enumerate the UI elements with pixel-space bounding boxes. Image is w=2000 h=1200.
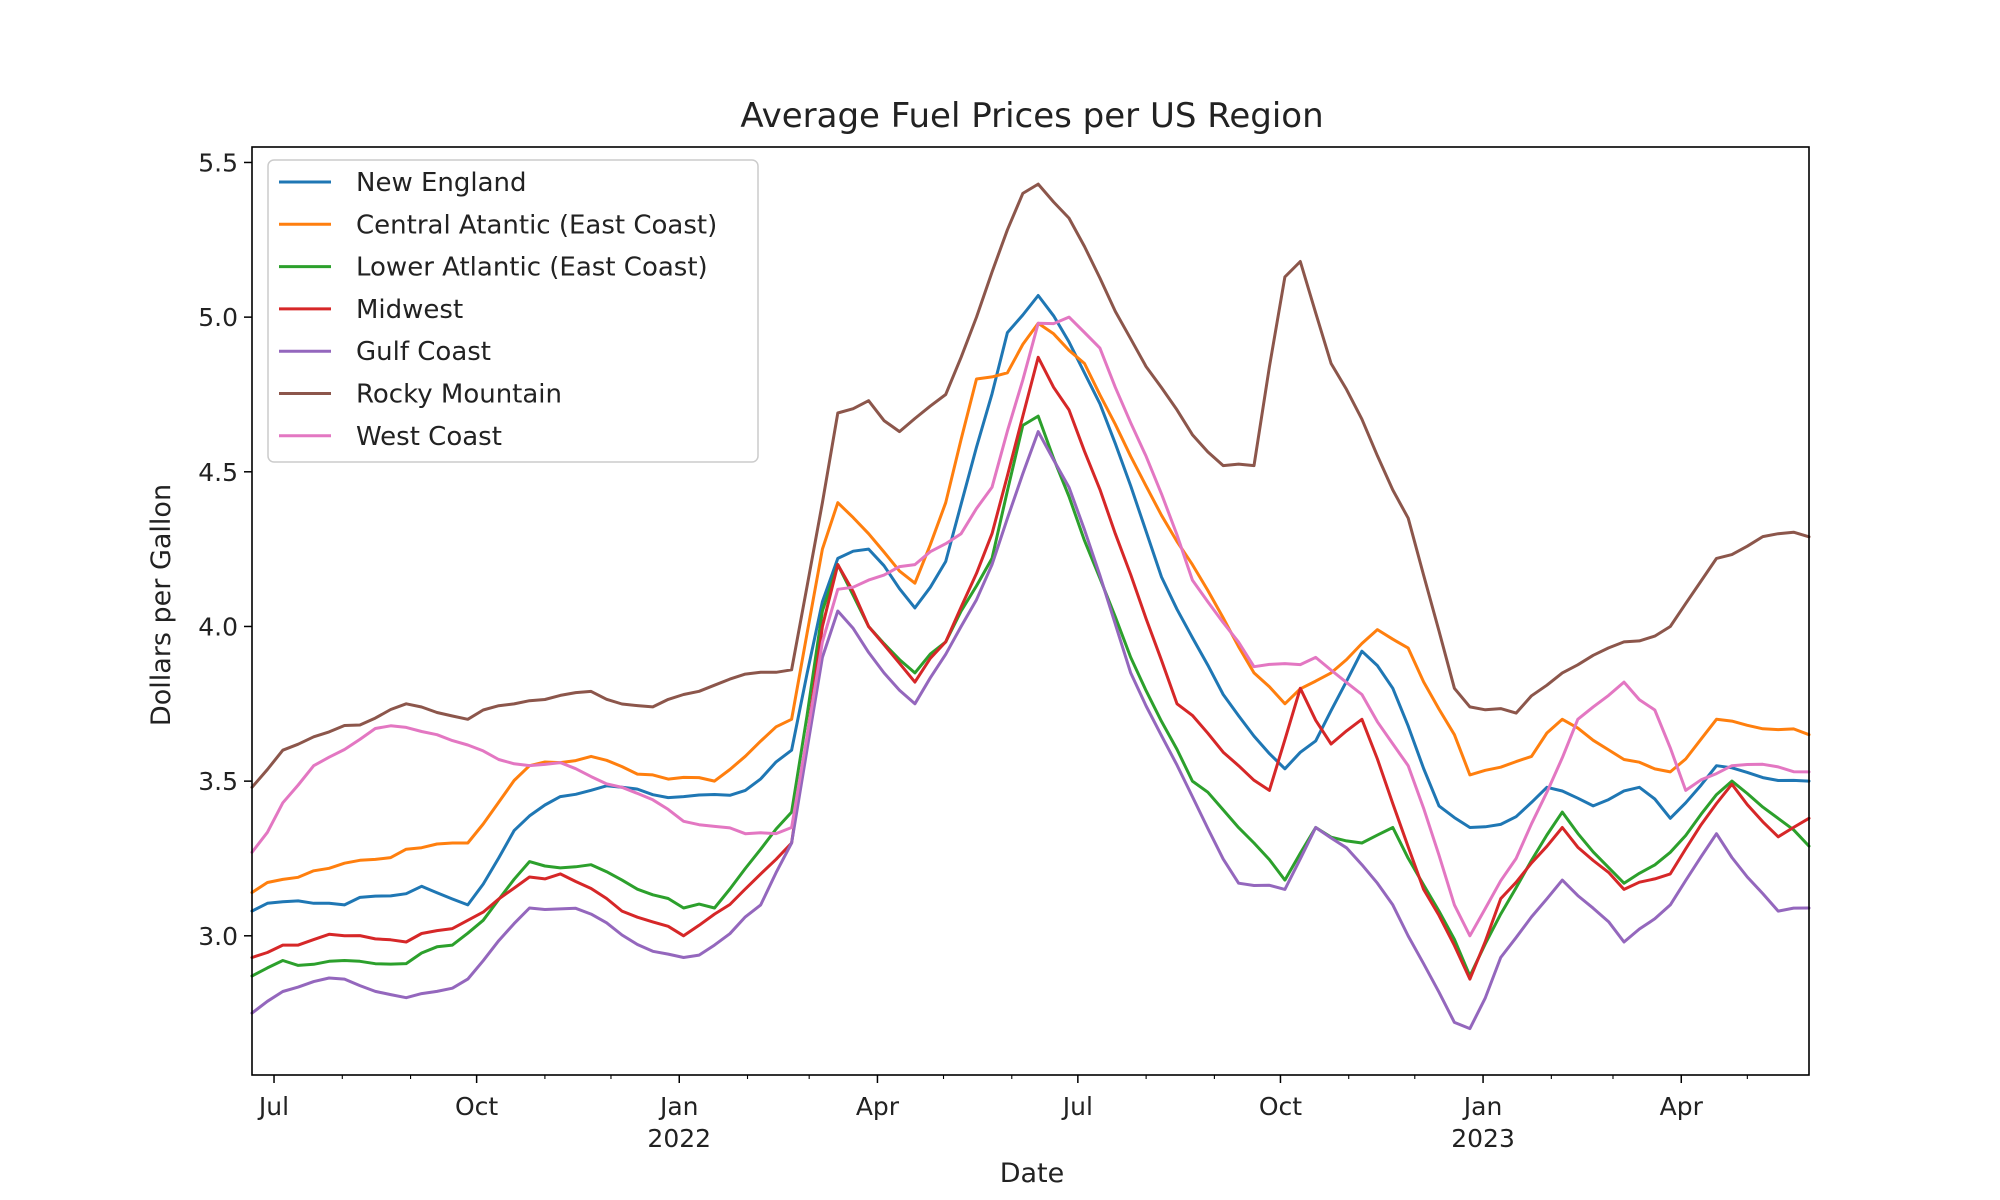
x-tick-year-label: 2022: [647, 1124, 711, 1153]
series-line: [250, 315, 1811, 938]
x-tick-label: Oct: [455, 1092, 498, 1121]
x-tick-label: Jan: [658, 1092, 699, 1121]
x-tick-label: Jul: [1061, 1092, 1093, 1121]
y-tick-label: 3.5: [198, 767, 238, 796]
x-tick-year-label: 2023: [1451, 1124, 1515, 1153]
series-line: [250, 414, 1811, 978]
legend-label: New England: [356, 168, 527, 198]
legend-label: Rocky Mountain: [356, 380, 562, 410]
x-tick-label: Apr: [1660, 1092, 1704, 1121]
legend-label: West Coast: [356, 422, 502, 452]
plot-area: [250, 182, 1811, 1031]
legend: New England Central Atantic (East Coast) L…: [267, 159, 759, 463]
y-tick-label: 5.5: [198, 148, 238, 177]
axes-frame: [251, 146, 1810, 1076]
series-line: [250, 430, 1811, 1031]
legend-label: Midwest: [356, 295, 463, 325]
y-tick-label: 4.5: [198, 458, 238, 487]
series-line: [250, 182, 1811, 789]
axes: 3.0 3.5 4.0 4.5 5.0 5.5 Jul Oct Jan 2022 Apr Jul Oct…: [198, 146, 1810, 1153]
legend-label: Gulf Coast: [356, 337, 491, 367]
series-line: [250, 355, 1811, 981]
y-axis-label: Dollars per Gallon: [146, 484, 177, 726]
legend-box: [267, 159, 759, 463]
x-tick-label: Jul: [257, 1092, 289, 1121]
x-tick-label: Apr: [856, 1092, 900, 1121]
legend-label: Central Atantic (East Coast): [356, 210, 717, 240]
y-tick-label: 4.0: [198, 612, 238, 641]
x-axis-label: Date: [1000, 1158, 1065, 1189]
x-tick-label: Oct: [1259, 1092, 1302, 1121]
legend-label: Lower Atlantic (East Coast): [356, 253, 708, 283]
x-tick-label: Jan: [1462, 1092, 1503, 1121]
y-tick-label: 3.0: [198, 922, 238, 951]
series-line: [250, 321, 1811, 894]
chart-title: Average Fuel Prices per US Region: [740, 96, 1323, 136]
y-tick-label: 5.0: [198, 303, 238, 332]
